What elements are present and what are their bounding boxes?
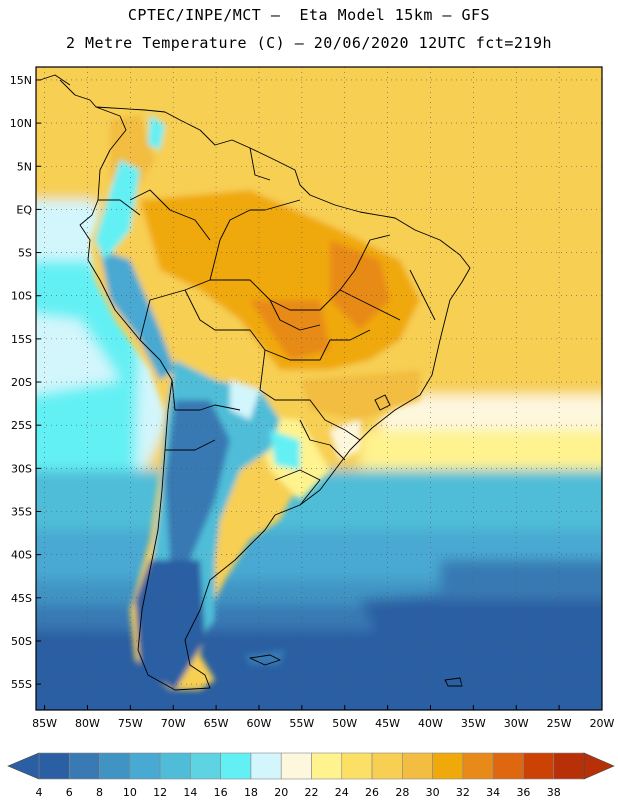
lon-label: 75W: [118, 717, 143, 730]
lat-label: 15N: [10, 74, 32, 87]
colorbar-swatch: [432, 752, 464, 780]
lon-label: 40W: [418, 717, 443, 730]
colorbar-tick-label: 22: [305, 786, 319, 799]
colorbar-tick-label: 10: [123, 786, 137, 799]
colorbar-tick-label: 18: [244, 786, 258, 799]
lon-label: 80W: [75, 717, 100, 730]
temperature-field: [36, 67, 602, 710]
colorbar-tick-label: 30: [426, 786, 440, 799]
map-title-line2: 2 Metre Temperature (C) – 20/06/2020 12U…: [65, 34, 553, 52]
lat-label: 15S: [11, 333, 32, 346]
colorbar: 4 6 8 10 12 14 16 18 20 22 24 26 28 30 32 34 36 38: [7, 752, 615, 799]
lat-label: 35S: [11, 505, 32, 518]
colorbar-tick-label: 28: [395, 786, 409, 799]
colorbar-swatch: [190, 752, 221, 780]
lat-label: 20S: [11, 376, 32, 389]
colorbar-swatch: [280, 752, 312, 780]
colorbar-swatch: [523, 752, 555, 780]
colorbar-swatch: [68, 752, 100, 780]
colorbar-max-arrow: [583, 752, 615, 780]
colorbar-swatch: [492, 752, 524, 780]
lat-label: 25S: [11, 419, 32, 432]
lat-label: 10N: [10, 117, 32, 130]
lat-label: 10S: [11, 290, 32, 303]
lat-label: 45S: [11, 592, 32, 605]
lon-label: 20W: [590, 717, 615, 730]
colorbar-swatch: [553, 752, 585, 780]
longitude-labels: 85W 80W 75W 70W 65W 60W 55W 50W 45W 40W 35W 30W 25W 2…: [32, 717, 614, 730]
lon-label: 25W: [547, 717, 572, 730]
colorbar-tick-label: 8: [96, 786, 103, 799]
lon-label: 85W: [32, 717, 57, 730]
colorbar-tick-label: 6: [66, 786, 73, 799]
colorbar-swatch: [341, 752, 373, 780]
colorbar-swatch: [371, 752, 403, 780]
lat-label: 5S: [18, 247, 32, 260]
lon-label: 45W: [375, 717, 400, 730]
colorbar-tick-label: 32: [456, 786, 470, 799]
lat-label: 40S: [11, 549, 32, 562]
lon-label: 55W: [289, 717, 314, 730]
lon-label: 35W: [461, 717, 486, 730]
colorbar-swatch: [99, 752, 131, 780]
lat-label: 30S: [11, 462, 32, 475]
colorbar-swatch: [250, 752, 282, 780]
lon-label: 50W: [332, 717, 357, 730]
colorbar-tick-label: 14: [183, 786, 197, 799]
colorbar-min-arrow: [7, 752, 40, 780]
coastlines: [39, 74, 471, 691]
colorbar-tick-label: 24: [335, 786, 349, 799]
lon-label: 65W: [204, 717, 229, 730]
colorbar-swatch: [38, 752, 70, 780]
colorbar-tick-label: 36: [516, 786, 530, 799]
lat-label: 50S: [11, 635, 32, 648]
colorbar-tick-label: 16: [214, 786, 228, 799]
lon-label: 60W: [247, 717, 272, 730]
map-frame: [35, 66, 603, 711]
map-title-line1: CPTEC/INPE/MCT – Eta Model 15km – GFS: [127, 6, 491, 24]
colorbar-tick-label: 12: [153, 786, 167, 799]
colorbar-swatch: [311, 752, 343, 780]
lon-label: 70W: [161, 717, 186, 730]
colorbar-swatch: [129, 752, 161, 780]
lat-label: 55S: [11, 678, 32, 691]
lon-label: 30W: [504, 717, 529, 730]
colorbar-swatch: [462, 752, 494, 780]
colorbar-swatch: [159, 752, 191, 780]
colorbar-tick-label: 20: [274, 786, 288, 799]
lat-label: 5N: [17, 160, 32, 173]
colorbar-tick-label: 26: [365, 786, 379, 799]
colorbar-tick-label: 38: [547, 786, 561, 799]
colorbar-swatch: [220, 752, 252, 780]
colorbar-tick-label: 34: [486, 786, 500, 799]
latitude-labels: 15N 10N 5N EQ 5S 10S 15S 20S 25S 30S 35S 40S 45S 50S 5…: [10, 74, 33, 691]
colorbar-swatch: [402, 752, 433, 780]
lat-label: EQ: [16, 203, 32, 216]
colorbar-tick-label: 4: [36, 786, 43, 799]
